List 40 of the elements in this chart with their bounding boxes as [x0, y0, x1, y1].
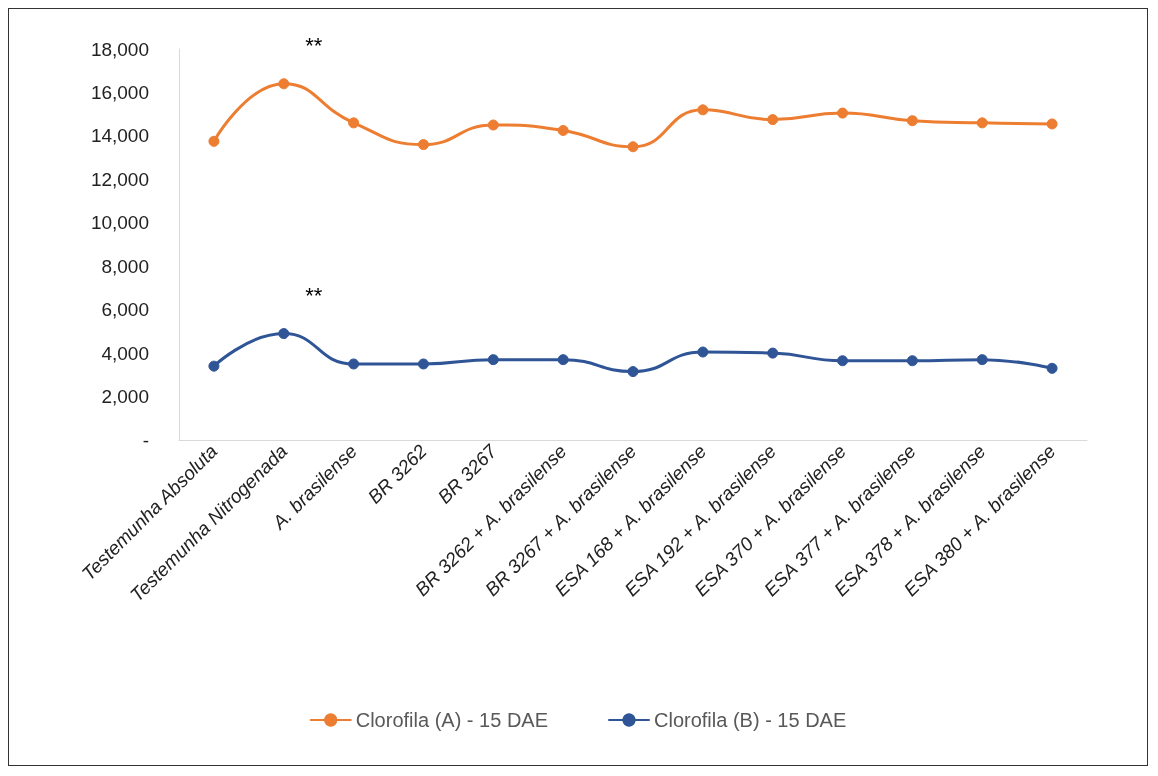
annotation: **	[305, 283, 323, 309]
y-tick-label: 16,000	[90, 81, 149, 103]
point	[767, 347, 779, 359]
point	[976, 354, 988, 366]
point	[557, 354, 569, 366]
point	[1046, 362, 1058, 374]
annotation: **	[305, 33, 323, 59]
point	[627, 366, 639, 378]
point	[627, 141, 639, 153]
y-tick-label: 14,000	[90, 125, 149, 147]
y-tick-label: -	[142, 429, 149, 451]
point	[417, 358, 429, 370]
point	[767, 114, 779, 126]
point	[837, 355, 849, 367]
point	[837, 107, 849, 119]
point	[348, 117, 360, 129]
point	[697, 346, 709, 358]
y-tick-label: 6,000	[101, 299, 149, 321]
point	[487, 354, 499, 366]
point	[278, 78, 290, 90]
y-tick-label: 2,000	[101, 386, 149, 408]
y-tick-label: 12,000	[90, 168, 149, 190]
point	[1046, 118, 1058, 130]
legend-label: Clorofila (A) - 15 DAE	[355, 709, 549, 731]
point	[208, 360, 220, 372]
legend-label: Clorofila (B) - 15 DAE	[654, 709, 847, 731]
y-tick-label: 8,000	[101, 255, 149, 277]
point	[417, 139, 429, 151]
point	[697, 104, 709, 116]
point	[906, 115, 918, 127]
point	[278, 328, 290, 340]
y-tick-label: 4,000	[101, 342, 149, 364]
point	[976, 117, 988, 129]
point	[557, 124, 569, 136]
point	[906, 355, 918, 367]
y-tick-label: 18,000	[90, 38, 149, 60]
y-tick-label: 10,000	[90, 212, 149, 234]
point	[208, 135, 220, 147]
point	[487, 119, 499, 131]
point	[348, 358, 360, 370]
